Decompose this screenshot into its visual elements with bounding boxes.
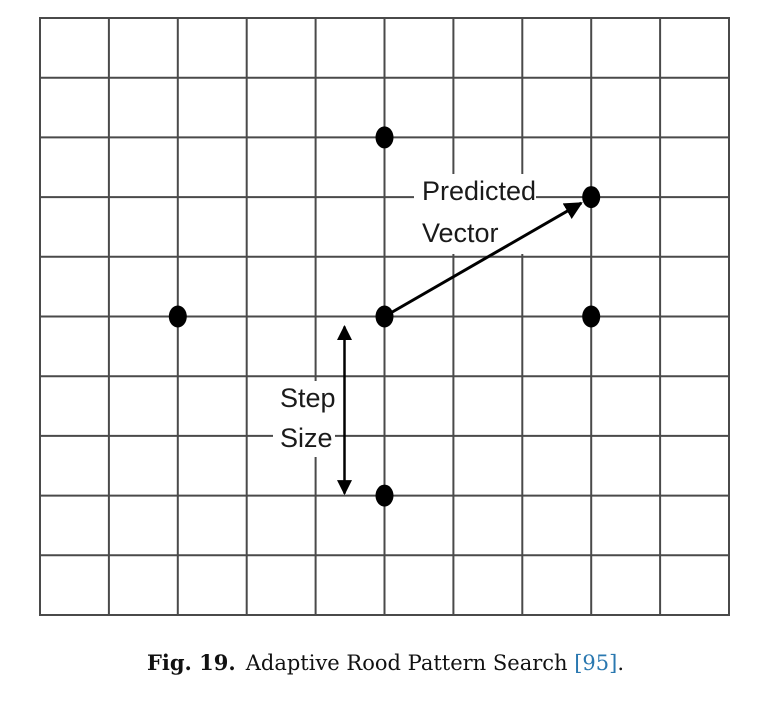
search-point-right bbox=[582, 305, 601, 328]
search-point-down bbox=[375, 484, 394, 507]
predicted-vector-arrow bbox=[383, 201, 583, 318]
citation-link[interactable]: [95] bbox=[574, 651, 618, 675]
caption-text: Adaptive Rood Pattern Search bbox=[245, 651, 575, 675]
search-points bbox=[168, 126, 601, 507]
search-grid bbox=[39, 17, 730, 616]
caption-end: . bbox=[617, 651, 625, 675]
step-size-label-line1: Step bbox=[280, 383, 336, 413]
figure-number: Fig. 19. bbox=[146, 650, 236, 675]
predicted-vector-label-line1: Predicted bbox=[422, 176, 536, 206]
label-backgrounds bbox=[273, 174, 536, 457]
search-point-left bbox=[168, 305, 187, 328]
step-size-label-line2: Size bbox=[280, 423, 333, 453]
step-label-background bbox=[273, 381, 335, 457]
search-point-up bbox=[375, 126, 394, 149]
figure-caption: Fig. 19. Adaptive Rood Pattern Search [95… bbox=[0, 650, 771, 675]
arrows bbox=[337, 201, 583, 496]
search-point-predicted bbox=[582, 186, 601, 209]
predicted-vector-label-line2: Vector bbox=[422, 218, 499, 248]
search-point-center bbox=[375, 305, 394, 328]
